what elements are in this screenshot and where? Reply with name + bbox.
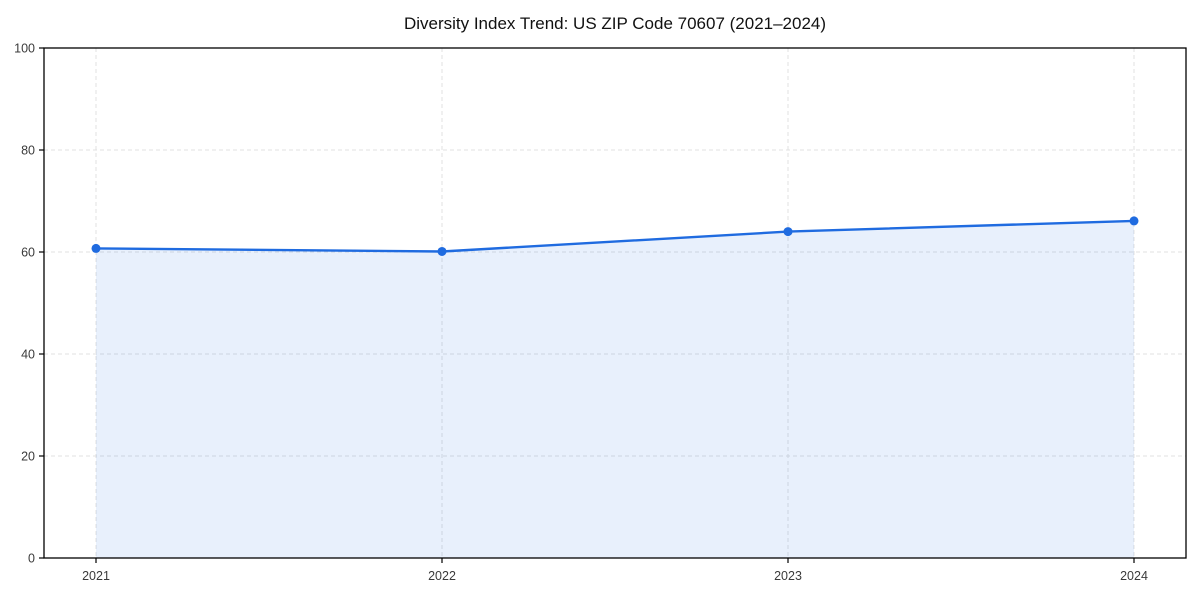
trend-line bbox=[94, 219, 1136, 253]
data-point-markers bbox=[91, 216, 1139, 256]
data-point-2022 bbox=[437, 246, 447, 256]
chart-title: Diversity Index Trend: US ZIP Code 70607… bbox=[404, 14, 826, 33]
area-fill bbox=[96, 220, 1134, 558]
y-tick-label: 0 bbox=[28, 551, 35, 565]
data-point-2023 bbox=[783, 227, 793, 237]
gridlines bbox=[44, 48, 1186, 558]
x-tick-label: 2022 bbox=[428, 569, 456, 583]
y-tick-label: 100 bbox=[14, 41, 35, 55]
plot-border bbox=[43, 47, 1187, 559]
y-tick-label: 80 bbox=[21, 143, 35, 157]
area-under-line bbox=[96, 220, 1134, 558]
x-tick-label: 2023 bbox=[774, 569, 802, 583]
x-tick-label: 2021 bbox=[82, 569, 110, 583]
x-tick-label: 2024 bbox=[1120, 569, 1148, 583]
axis-ticks bbox=[39, 47, 1135, 563]
y-tick-label: 60 bbox=[21, 245, 35, 259]
axis-tick-labels: 0 20 40 60 80 100 2021 2022 2023 2024 bbox=[14, 41, 1148, 583]
data-point-2024 bbox=[1129, 216, 1139, 226]
plot-spines bbox=[43, 47, 1187, 559]
diversity-index-line bbox=[94, 219, 1136, 253]
data-point-2021 bbox=[91, 243, 101, 253]
y-tick-label: 20 bbox=[21, 449, 35, 463]
y-tick-label: 40 bbox=[21, 347, 35, 361]
